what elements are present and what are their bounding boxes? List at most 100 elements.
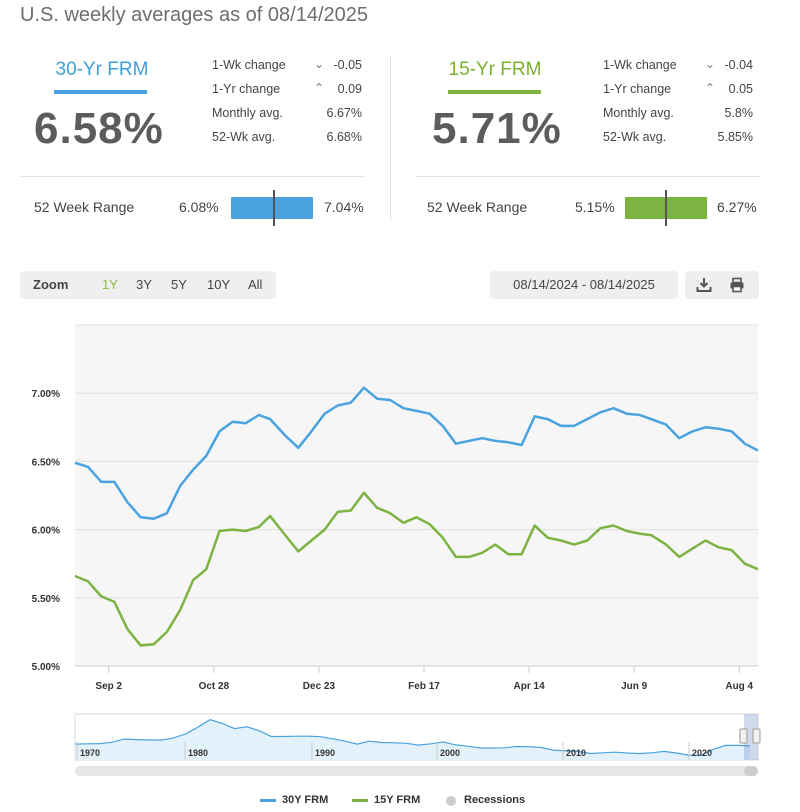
stat-row-monthly: Monthly avg. 6.67% — [212, 106, 362, 130]
navigator-year-label: 2010 — [566, 748, 586, 758]
divider — [20, 176, 365, 177]
legend-swatch-recessions — [446, 796, 456, 806]
date-range-input[interactable]: 08/14/2024 - 08/14/2025 — [490, 271, 678, 299]
range-bar-15yr — [625, 190, 707, 226]
x-tick-label: Apr 14 — [514, 681, 546, 692]
stat-row-wk-change: 1-Wk change ⌄ -0.05 — [212, 57, 363, 82]
history-navigator[interactable]: 1970 1980 1990 2000 2010 2020 — [0, 712, 800, 778]
rate-line-chart: 5.00% 5.50% 6.00% 6.50% 7.00% Sep 2 Oct 28 Dec … — [32, 324, 759, 692]
rate-panel-30yr: 30-Yr FRM 6.58% 1-Wk change ⌄ -0.05 1-Yr… — [20, 52, 365, 227]
series-line-15y — [74, 491, 759, 647]
legend-item-recessions[interactable]: Recessions — [464, 794, 526, 806]
stat-row-yr-change: 1-Yr change ⌃ 0.05 — [603, 81, 753, 106]
y-tick-label: 5.00% — [32, 662, 60, 673]
stat-value: 6.68% — [326, 130, 362, 144]
range-min: 5.15% — [575, 199, 615, 215]
stat-value: 6.67% — [326, 106, 362, 120]
y-tick-label: 7.00% — [32, 389, 60, 400]
navigator-year-label: 2000 — [440, 748, 460, 758]
zoom-all-button[interactable]: All — [248, 277, 263, 292]
rate-value-30yr: 6.58% — [34, 104, 164, 153]
zoom-selector: Zoom 1Y 3Y 5Y 10Y All — [20, 271, 276, 299]
range-label: 52 Week Range — [427, 199, 528, 215]
stat-value: 0.05 — [728, 82, 753, 96]
x-tick-label: Oct 28 — [199, 681, 230, 692]
zoom-label: Zoom — [33, 277, 69, 292]
range-current-marker — [272, 190, 275, 226]
rate-color-bar-30yr — [54, 90, 147, 94]
stat-label: 52-Wk avg. — [212, 130, 276, 144]
rate-stats-15yr: 1-Wk change ⌄ -0.04 1-Yr change ⌃ 0.05 M… — [603, 57, 754, 154]
zoom-3y-button[interactable]: 3Y — [136, 277, 152, 292]
panel-divider — [390, 55, 391, 220]
stat-value: 5.85% — [717, 130, 753, 144]
navigator-year-label: 1970 — [80, 748, 100, 758]
zoom-1y-button[interactable]: 1Y — [102, 277, 118, 292]
page-title: U.S. weekly averages as of 08/14/2025 — [20, 4, 368, 26]
range-bar-30yr — [231, 190, 313, 226]
stat-value: -0.04 — [724, 58, 754, 72]
chevron-up-icon: ⌃ — [704, 81, 715, 95]
stat-value: 5.8% — [724, 106, 754, 120]
range-label: 52 Week Range — [34, 199, 135, 215]
chevron-down-icon: ⌄ — [313, 57, 324, 71]
chevron-up-icon: ⌃ — [313, 81, 324, 95]
navigator-handle-right[interactable] — [752, 728, 761, 744]
legend-item-30y[interactable]: 30Y FRM — [282, 794, 329, 806]
rate-panel-15yr: 15-Yr FRM 5.71% 1-Wk change ⌄ -0.04 1-Yr… — [415, 52, 760, 227]
stat-value: -0.05 — [333, 58, 363, 72]
rate-label-30yr: 30-Yr FRM — [55, 59, 149, 80]
stat-row-wk-change: 1-Wk change ⌄ -0.04 — [603, 57, 754, 82]
y-tick-label: 5.50% — [32, 594, 60, 605]
rate-stats-30yr: 1-Wk change ⌄ -0.05 1-Yr change ⌃ 0.09 M… — [212, 57, 363, 154]
range-current-marker — [665, 190, 667, 226]
navigator-handle-left[interactable] — [739, 728, 748, 744]
navigator-year-label: 2020 — [692, 748, 712, 758]
range-max: 6.27% — [717, 199, 757, 215]
stat-label: Monthly avg. — [603, 106, 674, 120]
stat-label: 1-Yr change — [603, 82, 672, 96]
chart-legend: 30Y FRM 15Y FRM Recessions — [0, 792, 800, 810]
y-tick-label: 6.50% — [32, 457, 60, 468]
zoom-10y-button[interactable]: 10Y — [207, 277, 231, 292]
x-tick-label: Jun 9 — [621, 681, 648, 692]
zoom-5y-button[interactable]: 5Y — [171, 277, 187, 292]
stat-label: Monthly avg. — [212, 106, 283, 120]
navigator-line — [74, 719, 751, 757]
divider — [415, 176, 760, 177]
stat-label: 1-Yr change — [212, 82, 281, 96]
rate-label-15yr: 15-Yr FRM — [448, 59, 542, 80]
x-tick-label: Dec 23 — [303, 681, 336, 692]
stat-value: 0.09 — [337, 82, 362, 96]
legend-swatch-15y — [352, 799, 368, 802]
stat-label: 1-Wk change — [603, 58, 677, 72]
print-icon[interactable] — [729, 277, 745, 293]
series-line-30y — [74, 386, 759, 520]
stat-row-52wk: 52-Wk avg. 5.85% — [603, 130, 753, 154]
chevron-down-icon: ⌄ — [704, 57, 715, 71]
download-icon[interactable] — [696, 277, 712, 293]
chart-tools — [685, 271, 759, 299]
stat-label: 52-Wk avg. — [603, 130, 667, 144]
navigator-scrollbar-thumb[interactable] — [744, 766, 758, 776]
range-max: 7.04% — [324, 199, 364, 215]
x-tick-label: Sep 2 — [95, 681, 122, 692]
navigator-area — [75, 719, 750, 760]
rate-value-15yr: 5.71% — [432, 104, 562, 153]
x-tick-label: Feb 17 — [408, 681, 440, 692]
stat-row-52wk: 52-Wk avg. 6.68% — [212, 130, 362, 154]
navigator-year-label: 1980 — [188, 748, 208, 758]
stat-row-monthly: Monthly avg. 5.8% — [603, 106, 753, 130]
stat-label: 1-Wk change — [212, 58, 286, 72]
x-tick-label: Aug 4 — [725, 681, 753, 692]
navigator-selection[interactable] — [744, 714, 758, 760]
rate-color-bar-15yr — [448, 90, 541, 94]
navigator-year-label: 1990 — [315, 748, 335, 758]
y-tick-label: 6.00% — [32, 526, 60, 537]
navigator-scrollbar[interactable] — [75, 766, 758, 776]
range-min: 6.08% — [179, 199, 219, 215]
plot-area — [75, 325, 758, 666]
stat-row-yr-change: 1-Yr change ⌃ 0.09 — [212, 81, 362, 106]
legend-item-15y[interactable]: 15Y FRM — [374, 794, 421, 806]
legend-swatch-30y — [260, 799, 276, 802]
